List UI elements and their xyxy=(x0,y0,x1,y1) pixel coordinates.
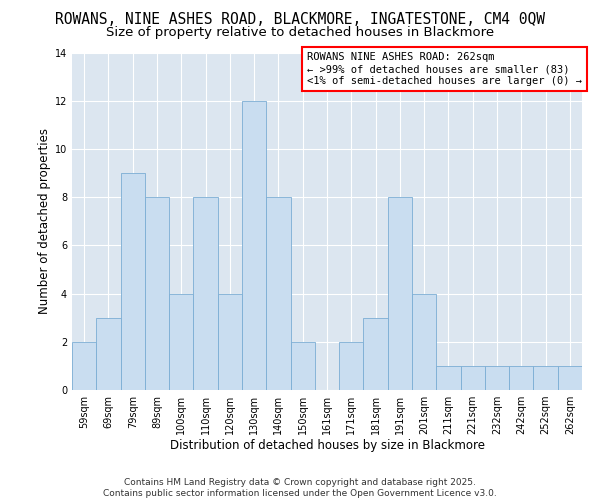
Text: ROWANS, NINE ASHES ROAD, BLACKMORE, INGATESTONE, CM4 0QW: ROWANS, NINE ASHES ROAD, BLACKMORE, INGA… xyxy=(55,12,545,28)
Bar xyxy=(485,366,509,390)
Bar xyxy=(193,197,218,390)
Bar xyxy=(218,294,242,390)
Bar xyxy=(242,100,266,390)
Bar xyxy=(290,342,315,390)
Bar xyxy=(339,342,364,390)
Bar xyxy=(169,294,193,390)
Bar xyxy=(388,197,412,390)
Bar xyxy=(509,366,533,390)
Bar xyxy=(436,366,461,390)
Bar xyxy=(145,197,169,390)
Text: Contains HM Land Registry data © Crown copyright and database right 2025.
Contai: Contains HM Land Registry data © Crown c… xyxy=(103,478,497,498)
Y-axis label: Number of detached properties: Number of detached properties xyxy=(38,128,50,314)
Text: Size of property relative to detached houses in Blackmore: Size of property relative to detached ho… xyxy=(106,26,494,39)
Bar xyxy=(533,366,558,390)
Bar xyxy=(121,173,145,390)
Bar xyxy=(558,366,582,390)
Text: ROWANS NINE ASHES ROAD: 262sqm
← >99% of detached houses are smaller (83)
<1% of: ROWANS NINE ASHES ROAD: 262sqm ← >99% of… xyxy=(307,52,582,86)
Bar xyxy=(266,197,290,390)
X-axis label: Distribution of detached houses by size in Blackmore: Distribution of detached houses by size … xyxy=(170,438,485,452)
Bar xyxy=(412,294,436,390)
Bar xyxy=(461,366,485,390)
Bar xyxy=(72,342,96,390)
Bar xyxy=(96,318,121,390)
Bar xyxy=(364,318,388,390)
